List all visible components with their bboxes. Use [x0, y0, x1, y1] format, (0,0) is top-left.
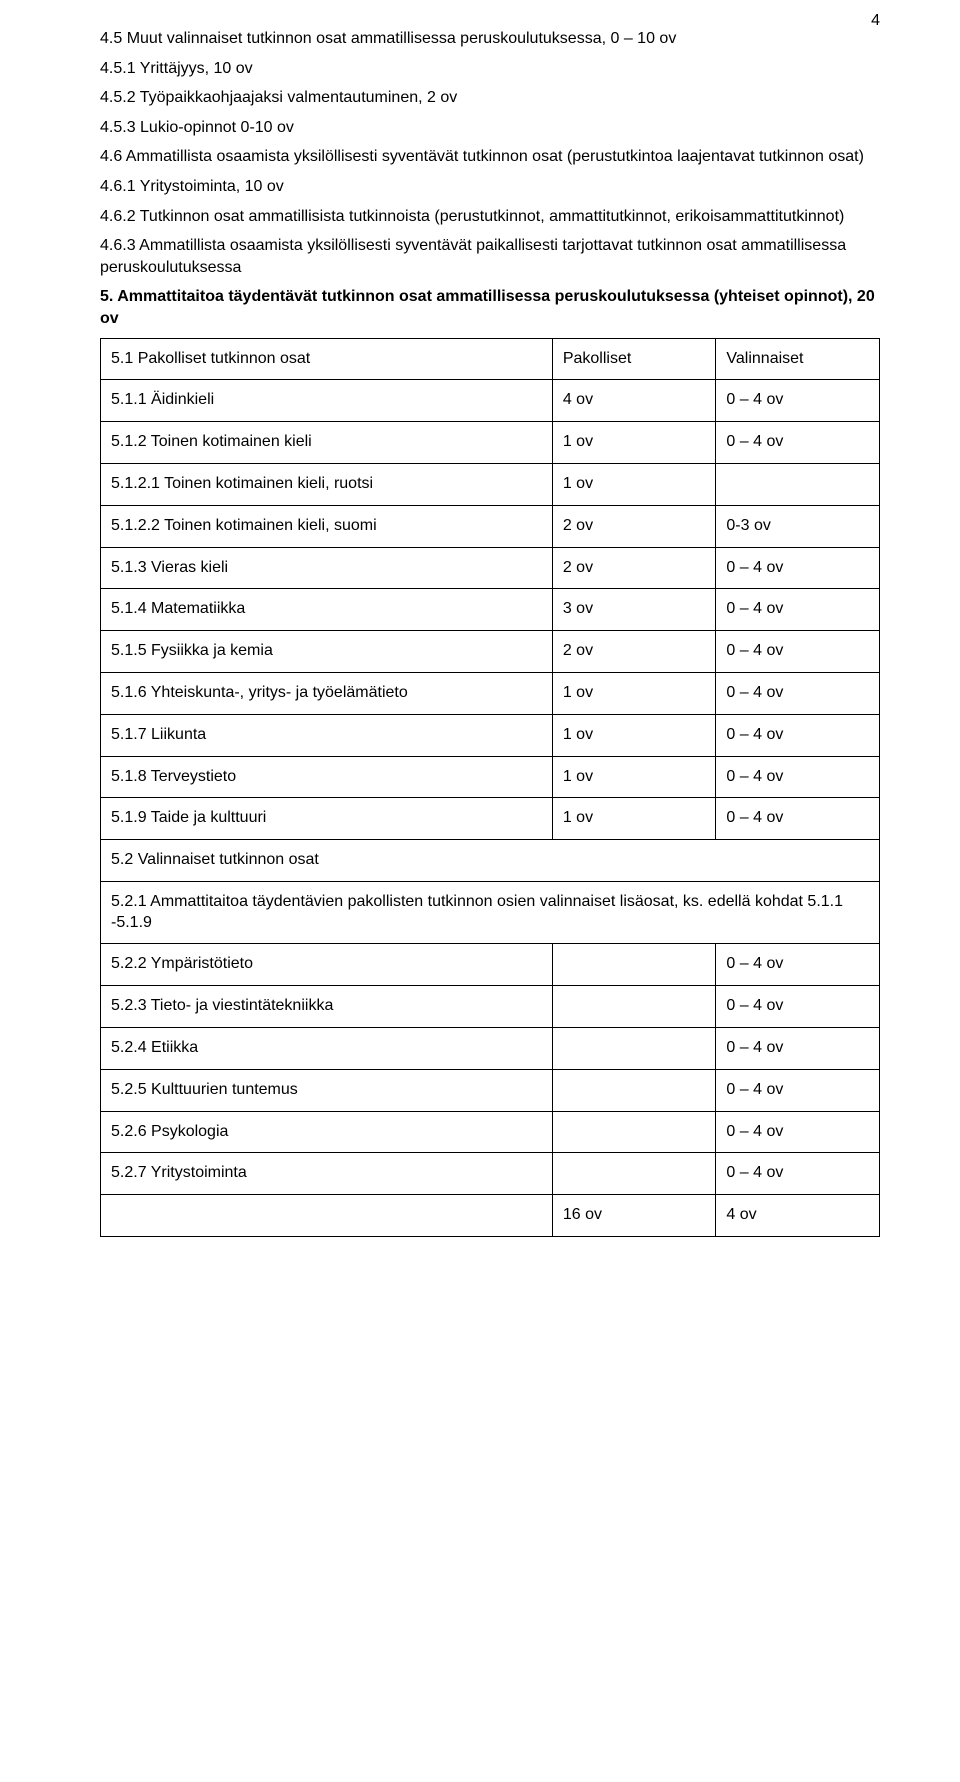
table-cell — [552, 1028, 716, 1070]
table-cell: 5.1.6 Yhteiskunta-, yritys- ja työelämät… — [101, 672, 553, 714]
table-cell: 0 – 4 ov — [716, 631, 880, 673]
table-row: 5.1.6 Yhteiskunta-, yritys- ja työelämät… — [101, 672, 880, 714]
table-row: 5.2.6 Psykologia 0 – 4 ov — [101, 1111, 880, 1153]
curriculum-table: 5.1 Pakolliset tutkinnon osatPakollisetV… — [100, 338, 880, 1238]
table-cell: 5.1.5 Fysiikka ja kemia — [101, 631, 553, 673]
table-cell — [552, 1153, 716, 1195]
table-cell: 0 – 4 ov — [716, 944, 880, 986]
table-cell: 5.2 Valinnaiset tutkinnon osat — [101, 840, 880, 882]
table-cell: Valinnaiset — [716, 338, 880, 380]
table-cell: 4 ov — [716, 1195, 880, 1237]
table-row: 5.1.9 Taide ja kulttuuri1 ov0 – 4 ov — [101, 798, 880, 840]
table-row: 5.2.2 Ympäristötieto 0 – 4 ov — [101, 944, 880, 986]
pre-text-block: 4.5 Muut valinnaiset tutkinnon osat amma… — [100, 28, 880, 330]
para-4-6-3: 4.6.3 Ammatillista osaamista yksilöllise… — [100, 235, 880, 278]
table-cell: 5.1.7 Liikunta — [101, 714, 553, 756]
table-row: 5.2.4 Etiikka 0 – 4 ov — [101, 1028, 880, 1070]
table-row: 16 ov4 ov — [101, 1195, 880, 1237]
table-cell: 0 – 4 ov — [716, 1153, 880, 1195]
para-4-5-2: 4.5.2 Työpaikkaohjaajaksi valmentautumin… — [100, 87, 880, 109]
table-cell: 0 – 4 ov — [716, 422, 880, 464]
table-cell: 5.2.7 Yritystoiminta — [101, 1153, 553, 1195]
table-cell: 5.1.2 Toinen kotimainen kieli — [101, 422, 553, 464]
table-cell: 0 – 4 ov — [716, 714, 880, 756]
table-cell: 5.1.3 Vieras kieli — [101, 547, 553, 589]
table-cell: 0 – 4 ov — [716, 1028, 880, 1070]
para-4-6-1: 4.6.1 Yritystoiminta, 10 ov — [100, 176, 880, 198]
table-cell: 4 ov — [552, 380, 716, 422]
table-row: 5.1.3 Vieras kieli2 ov0 – 4 ov — [101, 547, 880, 589]
table-cell: 16 ov — [552, 1195, 716, 1237]
para-4-5-3: 4.5.3 Lukio-opinnot 0-10 ov — [100, 117, 880, 139]
table-cell: 1 ov — [552, 672, 716, 714]
table-cell: 0 – 4 ov — [716, 986, 880, 1028]
table-row: 5.1.1 Äidinkieli4 ov0 – 4 ov — [101, 380, 880, 422]
table-cell: 5.2.5 Kulttuurien tuntemus — [101, 1069, 553, 1111]
table-row: 5.1.8 Terveystieto1 ov0 – 4 ov — [101, 756, 880, 798]
table-cell: 1 ov — [552, 798, 716, 840]
table-cell: 0 – 4 ov — [716, 380, 880, 422]
table-row: 5.2.1 Ammattitaitoa täydentävien pakolli… — [101, 881, 880, 944]
table-cell: 0 – 4 ov — [716, 672, 880, 714]
heading-5: 5. Ammattitaitoa täydentävät tutkinnon o… — [100, 286, 880, 329]
table-cell — [552, 944, 716, 986]
table-cell: 0 – 4 ov — [716, 798, 880, 840]
table-cell: 5.1.1 Äidinkieli — [101, 380, 553, 422]
table-cell: 0 – 4 ov — [716, 756, 880, 798]
table-cell: 1 ov — [552, 463, 716, 505]
table-cell: 1 ov — [552, 714, 716, 756]
table-cell: 2 ov — [552, 631, 716, 673]
table-row: 5.2.7 Yritystoiminta 0 – 4 ov — [101, 1153, 880, 1195]
table-row: 5.1.7 Liikunta1 ov0 – 4 ov — [101, 714, 880, 756]
table-cell: 0-3 ov — [716, 505, 880, 547]
table-cell: 2 ov — [552, 547, 716, 589]
para-4-6: 4.6 Ammatillista osaamista yksilöllisest… — [100, 146, 880, 168]
table-cell: 5.2.1 Ammattitaitoa täydentävien pakolli… — [101, 881, 880, 944]
para-4-5-1: 4.5.1 Yrittäjyys, 10 ov — [100, 58, 880, 80]
table-cell: 5.2.3 Tieto- ja viestintätekniikka — [101, 986, 553, 1028]
table-cell: 5.1.2.2 Toinen kotimainen kieli, suomi — [101, 505, 553, 547]
table-cell: 0 – 4 ov — [716, 547, 880, 589]
table-cell: 5.1.8 Terveystieto — [101, 756, 553, 798]
table-row: 5.1.2.2 Toinen kotimainen kieli, suomi2 … — [101, 505, 880, 547]
table-cell: 1 ov — [552, 756, 716, 798]
table-row: 5.1.2 Toinen kotimainen kieli1 ov0 – 4 o… — [101, 422, 880, 464]
table-cell: 3 ov — [552, 589, 716, 631]
table-row: 5.1 Pakolliset tutkinnon osatPakollisetV… — [101, 338, 880, 380]
table-cell: 5.2.6 Psykologia — [101, 1111, 553, 1153]
para-4-6-2: 4.6.2 Tutkinnon osat ammatillisista tutk… — [100, 206, 880, 228]
table-row: 5.1.2.1 Toinen kotimainen kieli, ruotsi1… — [101, 463, 880, 505]
table-cell — [101, 1195, 553, 1237]
table-cell: 0 – 4 ov — [716, 589, 880, 631]
table-row: 5.1.5 Fysiikka ja kemia2 ov0 – 4 ov — [101, 631, 880, 673]
table-cell — [552, 1069, 716, 1111]
table-cell: 5.1.4 Matematiikka — [101, 589, 553, 631]
para-4-5: 4.5 Muut valinnaiset tutkinnon osat amma… — [100, 28, 880, 50]
page: 4 4.5 Muut valinnaiset tutkinnon osat am… — [0, 0, 960, 1782]
table-row: 5.2.3 Tieto- ja viestintätekniikka 0 – 4 … — [101, 986, 880, 1028]
page-number: 4 — [871, 12, 880, 30]
table-cell: 5.1.9 Taide ja kulttuuri — [101, 798, 553, 840]
table-cell: 5.1 Pakolliset tutkinnon osat — [101, 338, 553, 380]
table-cell: 5.2.2 Ympäristötieto — [101, 944, 553, 986]
table-cell: 1 ov — [552, 422, 716, 464]
table-row: 5.1.4 Matematiikka3 ov0 – 4 ov — [101, 589, 880, 631]
table-row: 5.2.5 Kulttuurien tuntemus 0 – 4 ov — [101, 1069, 880, 1111]
table-cell: 0 – 4 ov — [716, 1111, 880, 1153]
table-cell: 0 – 4 ov — [716, 1069, 880, 1111]
table-cell — [552, 1111, 716, 1153]
table-cell: 5.2.4 Etiikka — [101, 1028, 553, 1070]
table-row: 5.2 Valinnaiset tutkinnon osat — [101, 840, 880, 882]
table-cell: 2 ov — [552, 505, 716, 547]
table-cell: Pakolliset — [552, 338, 716, 380]
table-cell: 5.1.2.1 Toinen kotimainen kieli, ruotsi — [101, 463, 553, 505]
table-cell — [716, 463, 880, 505]
table-cell — [552, 986, 716, 1028]
